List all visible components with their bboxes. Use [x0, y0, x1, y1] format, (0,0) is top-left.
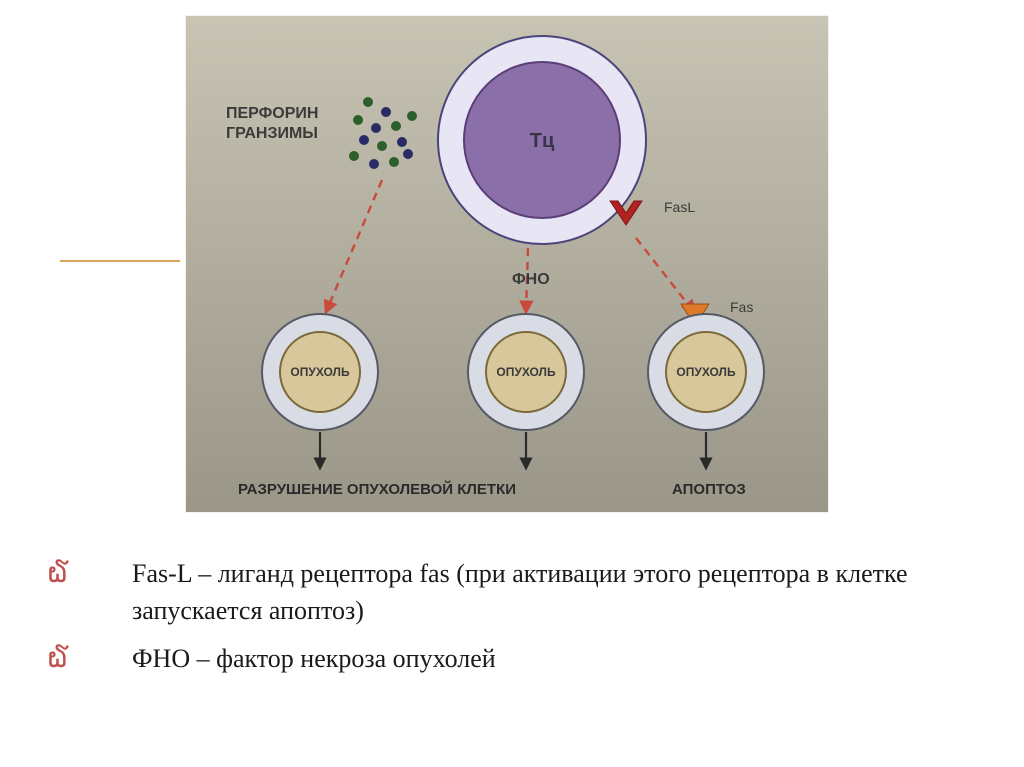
svg-text:ГРАНЗИМЫ: ГРАНЗИМЫ [226, 125, 318, 142]
bullet-list: ໖Fas-L – лиганд рецептора fas (при актив… [90, 555, 964, 690]
svg-text:FasL: FasL [664, 199, 695, 215]
slide: Тц ПЕРФОРИН ГРАНЗИМЫ FasL ФНО Fas ОПУХОЛЬ ОПУХО… [0, 0, 1024, 767]
bullet-ornament-icon: ໖ [90, 640, 132, 678]
tumor-mechanism-diagram: Тц ПЕРФОРИН ГРАНЗИМЫ FasL ФНО Fas ОПУХОЛЬ ОПУХО… [186, 16, 828, 512]
svg-text:ФНО: ФНО [512, 271, 550, 288]
svg-text:Fas: Fas [730, 299, 753, 315]
svg-text:РАЗРУШЕНИЕ ОПУХОЛЕВОЙ КЛЕТКИ: РАЗРУШЕНИЕ ОПУХОЛЕВОЙ КЛЕТКИ [238, 480, 516, 498]
bullet-item: ໖ФНО – фактор некроза опухолей [90, 640, 964, 678]
svg-text:АПОПТОЗ: АПОПТОЗ [672, 481, 746, 498]
svg-text:ОПУХОЛЬ: ОПУХОЛЬ [290, 365, 350, 379]
bullet-item: ໖Fas-L – лиганд рецептора fas (при актив… [90, 555, 964, 628]
svg-text:Тц: Тц [530, 130, 555, 152]
diagram-figure: Тц ПЕРФОРИН ГРАНЗИМЫ FasL ФНО Fas ОПУХОЛЬ ОПУХО… [186, 16, 828, 512]
bullet-ornament-icon: ໖ [90, 555, 132, 593]
decorative-rule [60, 260, 180, 262]
svg-text:ОПУХОЛЬ: ОПУХОЛЬ [676, 365, 736, 379]
svg-text:ОПУХОЛЬ: ОПУХОЛЬ [496, 365, 556, 379]
bullet-text: Fas-L – лиганд рецептора fas (при актива… [132, 559, 908, 625]
bullet-text: ФНО – фактор некроза опухолей [132, 644, 496, 673]
svg-text:ПЕРФОРИН: ПЕРФОРИН [226, 105, 318, 122]
